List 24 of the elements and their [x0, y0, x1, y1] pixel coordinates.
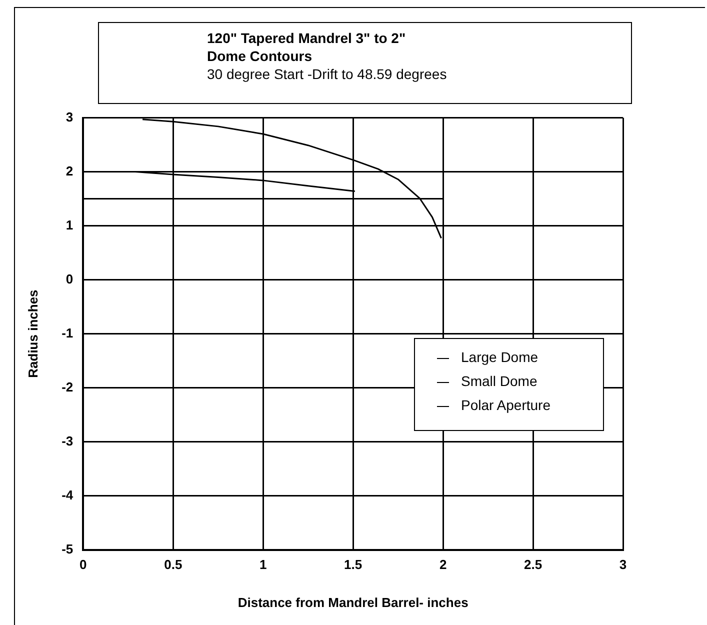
y-tick-label: -3	[62, 433, 74, 448]
y-tick-label: -4	[62, 487, 74, 502]
x-tick-label: 2.5	[524, 557, 542, 572]
x-tick-label: 1	[259, 557, 267, 572]
y-axis-title: Radius inches	[25, 290, 40, 378]
x-tick-label: 3	[619, 557, 627, 572]
x-tick-label: 0	[80, 557, 87, 572]
legend-label: Small Dome	[460, 372, 538, 391]
y-tick-label: -5	[62, 541, 74, 556]
y-tick-label: -1	[62, 325, 74, 340]
y-tick-label: -2	[62, 379, 74, 394]
y-tick-label: 3	[66, 109, 74, 124]
y-tick-label: 1	[66, 217, 74, 232]
legend-label: Large Dome	[460, 348, 540, 367]
legend-label: Polar Aperture	[460, 396, 552, 415]
x-tick-label: 2	[439, 557, 447, 572]
y-tick-label: 2	[66, 163, 74, 178]
x-tick-label: 1.5	[344, 557, 362, 572]
chart-subtitle: Dome Contours	[207, 47, 313, 65]
x-axis-title: Distance from Mandrel Barrel- inches	[238, 594, 468, 610]
x-tick-label: 0.5	[164, 557, 182, 572]
text: 30 degree Start -Drift to 48.59 degrees	[207, 65, 448, 83]
y-tick-label: 0	[66, 271, 74, 286]
chart-title: 120" Tapered Mandrel 3" to 2"	[207, 29, 407, 47]
